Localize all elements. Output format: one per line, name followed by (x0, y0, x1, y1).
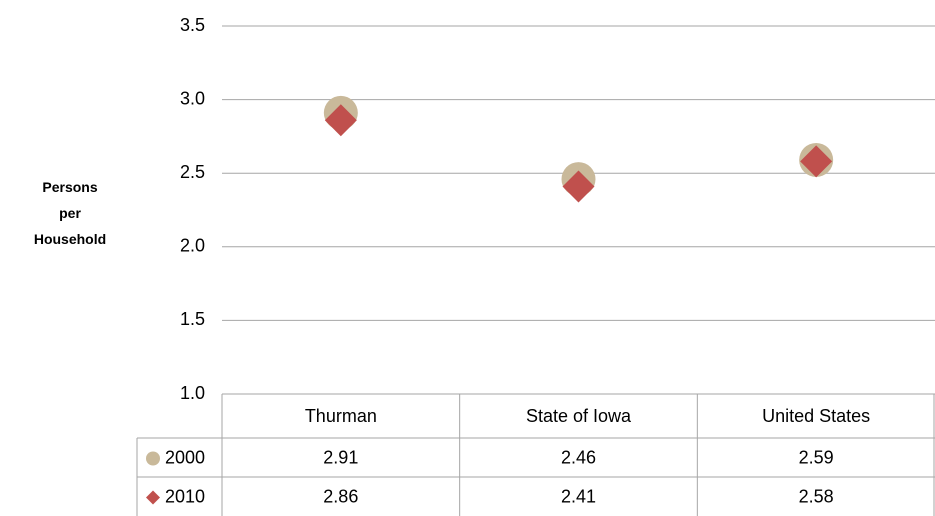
y-tick-label: 3.0 (180, 88, 205, 108)
legend-label: 2000 (165, 447, 205, 467)
y-tick-label: 1.5 (180, 309, 205, 329)
legend-label: 2010 (165, 486, 205, 506)
y-tick-label: 2.0 (180, 236, 205, 256)
data-point (324, 104, 357, 137)
data-point (800, 145, 833, 178)
x-tick-label: State of Iowa (526, 406, 632, 426)
table-value: 2.58 (799, 486, 834, 506)
x-tick-label: Thurman (305, 406, 377, 426)
data-point (562, 170, 595, 203)
y-tick-label: 2.5 (180, 162, 205, 182)
legend-marker (146, 451, 160, 466)
y-axis-title: Persons per Household (33, 179, 107, 247)
y-tick-label: 1.0 (180, 383, 205, 403)
table-value: 2.46 (561, 447, 596, 467)
x-tick-label: United States (762, 406, 870, 426)
table-value: 2.91 (323, 447, 358, 467)
table-value: 2.41 (561, 486, 596, 506)
table-value: 2.59 (799, 447, 834, 467)
table-value: 2.86 (323, 486, 358, 506)
y-tick-label: 3.5 (180, 15, 205, 35)
legend-marker (146, 490, 160, 505)
